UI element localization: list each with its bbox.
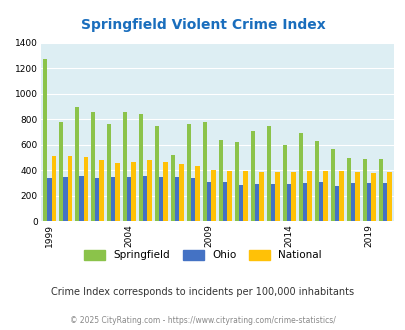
Bar (123, 112, 127, 221)
Bar (243, 171, 247, 221)
Bar (346, 158, 350, 221)
Legend: Springfield, Ohio, National: Springfield, Ohio, National (84, 250, 321, 260)
Text: © 2025 CityRating.com - https://www.cityrating.com/crime-statistics/: © 2025 CityRating.com - https://www.city… (70, 316, 335, 325)
Bar (307, 172, 311, 221)
Bar (43, 59, 47, 221)
Bar (59, 122, 63, 221)
Bar (334, 186, 339, 221)
Bar (239, 185, 243, 221)
Bar (107, 124, 111, 221)
Bar (254, 183, 259, 221)
Bar (83, 157, 87, 221)
Bar (99, 160, 104, 221)
Bar (266, 126, 270, 221)
Bar (330, 149, 334, 221)
Bar (298, 133, 302, 221)
Bar (250, 131, 254, 221)
Bar (318, 182, 322, 221)
Bar (95, 179, 99, 221)
Bar (163, 162, 167, 221)
Bar (362, 159, 366, 221)
Bar (127, 177, 131, 221)
Bar (63, 177, 67, 221)
Bar (191, 179, 195, 221)
Bar (302, 183, 307, 221)
Bar (350, 183, 354, 221)
Bar (79, 176, 83, 221)
Bar (275, 172, 279, 221)
Bar (51, 156, 56, 221)
Text: Springfield Violent Crime Index: Springfield Violent Crime Index (81, 18, 324, 32)
Bar (159, 177, 163, 221)
Bar (218, 140, 222, 221)
Bar (207, 182, 211, 221)
Bar (67, 156, 72, 221)
Bar (270, 183, 275, 221)
Bar (377, 159, 382, 221)
Bar (314, 141, 318, 221)
Bar (382, 183, 386, 221)
Bar (322, 171, 327, 221)
Bar (75, 107, 79, 221)
Bar (171, 155, 175, 221)
Bar (91, 112, 95, 221)
Bar (202, 122, 207, 221)
Bar (366, 183, 370, 221)
Bar (131, 162, 135, 221)
Bar (139, 114, 143, 221)
Bar (339, 172, 343, 221)
Bar (175, 177, 179, 221)
Text: Crime Index corresponds to incidents per 100,000 inhabitants: Crime Index corresponds to incidents per… (51, 287, 354, 297)
Bar (259, 172, 263, 221)
Bar (386, 172, 390, 221)
Bar (282, 145, 286, 221)
Bar (286, 184, 290, 221)
Bar (147, 160, 151, 221)
Bar (370, 173, 375, 221)
Bar (111, 177, 115, 221)
Bar (115, 163, 119, 221)
Bar (290, 172, 295, 221)
Bar (234, 142, 239, 221)
Bar (143, 176, 147, 221)
Bar (195, 166, 199, 221)
Bar (179, 164, 183, 221)
Bar (47, 179, 51, 221)
Bar (186, 124, 191, 221)
Bar (354, 172, 359, 221)
Bar (227, 171, 231, 221)
Bar (222, 182, 227, 221)
Bar (154, 126, 159, 221)
Bar (211, 170, 215, 221)
